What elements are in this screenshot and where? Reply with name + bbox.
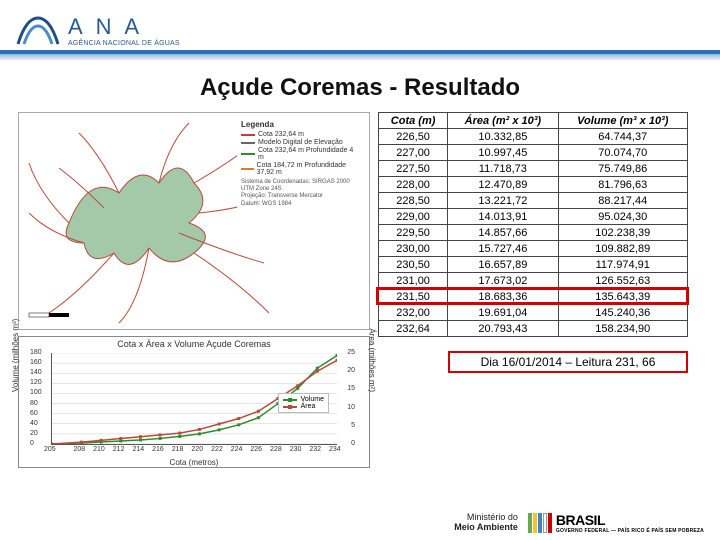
table-cell: 75.749,86 [558,161,688,177]
ana-logo-icon [16,14,60,48]
table-cell: 12.470,89 [448,177,558,193]
table-row: 232,0019.691,04145.240,36 [379,305,688,321]
map-legend-item: Modelo Digital de Elevação [241,139,361,146]
ministry-line2: Meio Ambiente [454,523,518,533]
table-cell: 226,50 [379,129,448,145]
table-row: 226,5010.332,8564.744,37 [379,129,688,145]
table-row: 227,5011.718,7375.749,86 [379,161,688,177]
ana-logo: A N A AGÊNCIA NACIONAL DE ÁGUAS [16,14,180,48]
chart-title: Cota x Área x Volume Açude Coremas [19,337,369,349]
table-row: 228,0012.470,8981.796,63 [379,177,688,193]
table-cell: 14.857,66 [448,225,558,241]
right-column: Cota (m)Área (m² x 10³)Volume (m³ x 10³)… [378,112,688,468]
footer: Ministério do Meio Ambiente BRASIL GOVER… [454,512,704,534]
map-legend: Legenda Cota 232,64 mModelo Digital de E… [237,117,365,211]
brasil-word: BRASIL [556,512,704,528]
table-cell: 229,50 [379,225,448,241]
table-row: 231,5018.683,36135.643,39 [379,289,688,305]
left-column: Legenda Cota 232,64 mModelo Digital de E… [18,112,370,468]
table-cell: 10.332,85 [448,129,558,145]
table-cell: 109.882,89 [558,241,688,257]
org-full: AGÊNCIA NACIONAL DE ÁGUAS [68,40,180,47]
table-header: Volume (m³ x 10³) [558,113,688,129]
table-cell: 229,00 [379,209,448,225]
table-cell: 18.683,36 [448,289,558,305]
header-divider-shade [0,54,720,60]
table-cell: 81.796,63 [558,177,688,193]
table-cell: 11.718,73 [448,161,558,177]
table-cell: 16.657,89 [448,257,558,273]
ministry-label: Ministério do Meio Ambiente [454,513,518,533]
table-wrap: Cota (m)Área (m² x 10³)Volume (m³ x 10³)… [378,112,688,337]
table-cell: 232,00 [379,305,448,321]
table-cell: 70.074,70 [558,145,688,161]
legend-volume: Volume [301,396,324,403]
map-legend-title: Legenda [241,120,361,129]
brasil-text-block: BRASIL GOVERNO FEDERAL — PAÍS RICO É PAÍ… [556,512,704,534]
map-legend-item: Cota 232,64 m Profundidade 4 m [241,147,361,161]
table-cell: 231,50 [379,289,448,305]
chart-legend: Volume Área [278,393,329,413]
reading-callout: Dia 16/01/2014 – Leitura 231, 66 [448,351,688,373]
chart-y-right-label: Área (milhões m²) [368,328,377,392]
map-credits: Sistema de Coordenadas: SIRGAS 2000 UTM … [241,179,361,208]
org-short: A N A [68,16,180,38]
table-cell: 14.013,91 [448,209,558,225]
table-row: 227,0010.997,4570.074,70 [379,145,688,161]
content: Legenda Cota 232,64 mModelo Digital de E… [0,112,720,468]
map-legend-item: Cota 232,64 m [241,131,361,138]
table-cell: 117.974,91 [558,257,688,273]
table-row: 229,5014.857,66102.238,39 [379,225,688,241]
table-cell: 126.552,63 [558,273,688,289]
table-row: 231,0017.673,02126.552,63 [379,273,688,289]
table-cell: 135.643,39 [558,289,688,305]
table-cell: 227,00 [379,145,448,161]
chart-y-left-label: Volume (milhões m³) [11,319,20,392]
table-cell: 17.673,02 [448,273,558,289]
header: A N A AGÊNCIA NACIONAL DE ÁGUAS [0,0,720,56]
chart-x-label: Cota (metros) [19,458,369,467]
table-cell: 10.997,45 [448,145,558,161]
table-cell: 20.793,43 [448,321,558,337]
table-cell: 102.238,39 [558,225,688,241]
table-cell: 95.024,30 [558,209,688,225]
table-cell: 158.234,90 [558,321,688,337]
chart-figure: Cota x Área x Volume Açude Coremas Volum… [18,336,370,468]
ana-logo-text: A N A AGÊNCIA NACIONAL DE ÁGUAS [68,16,180,47]
brasil-logo: BRASIL GOVERNO FEDERAL — PAÍS RICO É PAÍ… [528,512,704,534]
table-cell: 231,00 [379,273,448,289]
table-cell: 230,00 [379,241,448,257]
map-legend-item: Cota 184,72 m Profundidade 37,92 m [241,162,361,176]
brasil-slogan: GOVERNO FEDERAL — PAÍS RICO É PAÍS SEM P… [556,528,704,534]
table-cell: 145.240,36 [558,305,688,321]
table-row: 230,0015.727,46109.882,89 [379,241,688,257]
brasil-flag-bars-icon [528,513,552,533]
table-cell: 228,00 [379,177,448,193]
table-cell: 15.727,46 [448,241,558,257]
table-cell: 19.691,04 [448,305,558,321]
table-header: Área (m² x 10³) [448,113,558,129]
table-row: 230,5016.657,89117.974,91 [379,257,688,273]
table-row: 229,0014.013,9195.024,30 [379,209,688,225]
table-cell: 232,64 [379,321,448,337]
legend-area: Área [301,403,316,410]
table-cell: 228,50 [379,193,448,209]
map-figure: Legenda Cota 232,64 mModelo Digital de E… [18,112,370,330]
table-row: 232,6420.793,43158.234,90 [379,321,688,337]
table-row: 228,5013.221,7288.217,44 [379,193,688,209]
table-header: Cota (m) [379,113,448,129]
table-cell: 64.744,37 [558,129,688,145]
table-cell: 88.217,44 [558,193,688,209]
results-table: Cota (m)Área (m² x 10³)Volume (m³ x 10³)… [378,112,688,337]
table-cell: 13.221,72 [448,193,558,209]
table-cell: 227,50 [379,161,448,177]
page-title: Açude Coremas - Resultado [0,74,720,102]
table-cell: 230,50 [379,257,448,273]
